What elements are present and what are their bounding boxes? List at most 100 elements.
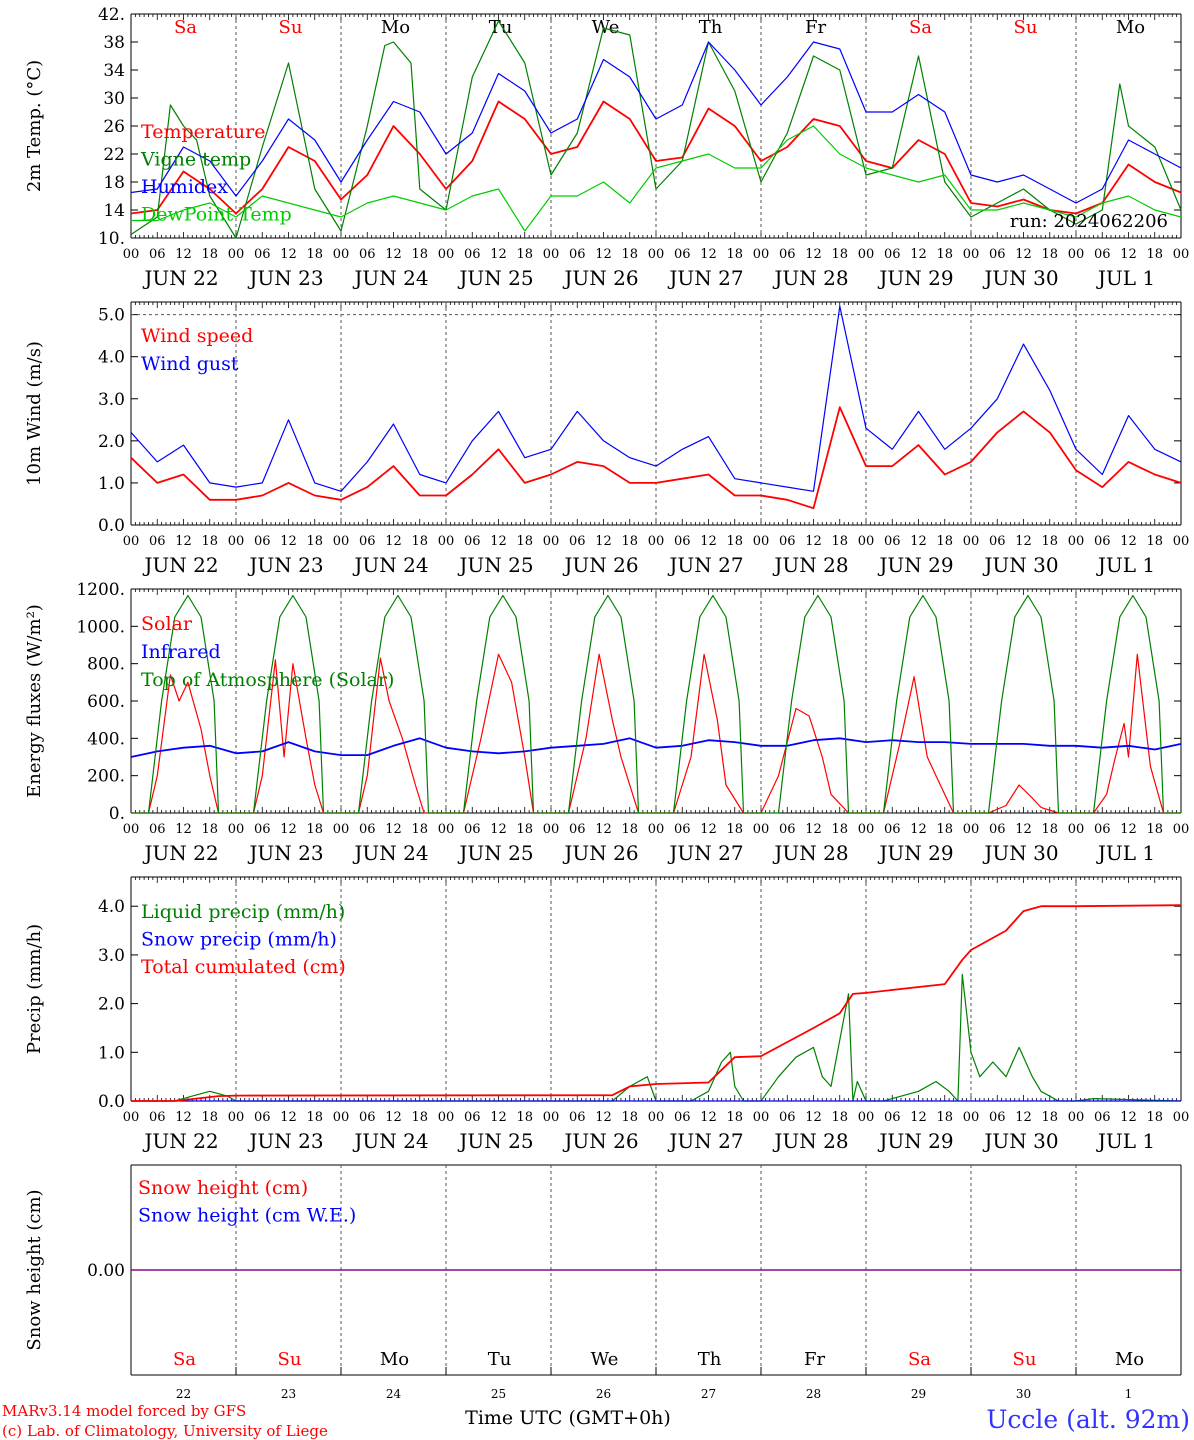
y-tick-label: 0.0 <box>98 516 125 536</box>
y-tick-label: 5.0 <box>98 306 125 326</box>
date-label: JUN 30 <box>982 841 1058 865</box>
hour-label: 12 <box>385 534 402 549</box>
day-name: Su <box>278 1349 302 1370</box>
day-name: Su <box>1014 17 1038 38</box>
hour-label: 18 <box>621 822 638 837</box>
hour-label: 00 <box>1068 247 1085 262</box>
hour-label: 00 <box>858 247 875 262</box>
series-line-temperature <box>130 100 1182 215</box>
hour-label: 00 <box>333 1110 350 1125</box>
panel-3: 0. 200. 400. 600. 800. 1000. 1200. Energy fluxe… <box>24 580 1189 865</box>
date-label: JUL 1 <box>1096 266 1155 290</box>
hour-label: 00 <box>228 247 245 262</box>
hour-label: 00 <box>1173 822 1190 837</box>
hour-label: 18 <box>621 534 638 549</box>
y-axis-label: Precip (mm/h) <box>24 924 45 1054</box>
day-name: Sa <box>909 17 932 38</box>
panel-1: 10. 14 18 22 26 30 34 38 42. 2m Temp. (°C) 00 06 12 1… <box>24 5 1189 290</box>
hour-label: 06 <box>254 822 271 837</box>
series-line-wind-gust <box>130 305 1182 492</box>
date-label: JUN 24 <box>352 1129 428 1153</box>
hour-label: 06 <box>464 822 481 837</box>
hour-label: 18 <box>1041 1110 1058 1125</box>
hour-label: 06 <box>464 1110 481 1125</box>
day-name: Tu <box>488 1349 512 1370</box>
y-tick-label: 14 <box>103 201 125 221</box>
hour-label: 00 <box>123 534 140 549</box>
hour-label: 12 <box>700 247 717 262</box>
time-axis-label: Time UTC (GMT+0h) <box>465 1407 671 1429</box>
legend-entry: DewPoint Temp <box>141 204 292 226</box>
y-tick-label: 800. <box>87 655 125 675</box>
hour-label: 12 <box>490 1110 507 1125</box>
y-tick-label: 3.0 <box>98 946 125 966</box>
date-label: JUN 29 <box>877 553 953 577</box>
hour-label: 18 <box>936 1110 953 1125</box>
hour-label: 18 <box>516 822 533 837</box>
date-label: JUN 28 <box>772 841 848 865</box>
hour-label: 06 <box>149 247 166 262</box>
hour-label: 00 <box>753 1110 770 1125</box>
day-number: 22 <box>176 1387 191 1401</box>
hour-label: 12 <box>385 1110 402 1125</box>
day-number: 23 <box>281 1387 296 1401</box>
series-line-dewpoint-temp <box>131 125 1182 232</box>
hour-label: 00 <box>858 822 875 837</box>
hour-label: 00 <box>123 822 140 837</box>
date-label: JUN 24 <box>352 841 428 865</box>
hour-label: 06 <box>779 247 796 262</box>
y-tick-label: 1000. <box>76 617 125 637</box>
hour-label: 00 <box>228 1110 245 1125</box>
hour-label: 06 <box>884 1110 901 1125</box>
day-name: Mo <box>381 17 410 38</box>
date-label: JUL 1 <box>1096 841 1155 865</box>
hour-label: 00 <box>1068 822 1085 837</box>
hour-label: 18 <box>936 534 953 549</box>
series-line-top-of-atmosphere-solar <box>131 594 1181 814</box>
hour-label: 06 <box>674 534 691 549</box>
day-name: Mo <box>1115 1349 1144 1370</box>
hour-label: 12 <box>1015 822 1032 837</box>
y-tick-label: 38 <box>103 33 125 53</box>
hour-label: 00 <box>333 247 350 262</box>
y-tick-label: 200. <box>87 767 125 787</box>
hour-label: 06 <box>884 534 901 549</box>
y-tick-label: 0.0 <box>98 1092 125 1112</box>
hour-label: 12 <box>490 534 507 549</box>
date-label: JUN 30 <box>982 1129 1058 1153</box>
day-name: Mo <box>1116 17 1145 38</box>
hour-label: 18 <box>1041 247 1058 262</box>
date-label: JUN 30 <box>982 266 1058 290</box>
hour-label: 18 <box>726 822 743 837</box>
hour-label: 06 <box>359 1110 376 1125</box>
hour-label: 12 <box>175 1110 192 1125</box>
hour-label: 12 <box>910 534 927 549</box>
series-line-infrared <box>130 737 1182 758</box>
hour-label: 06 <box>884 247 901 262</box>
hour-label: 18 <box>621 247 638 262</box>
series-line-solar <box>131 653 1181 814</box>
hour-label: 18 <box>726 247 743 262</box>
hour-label: 06 <box>149 534 166 549</box>
date-label: JUN 30 <box>982 553 1058 577</box>
day-number: 24 <box>386 1387 402 1401</box>
series-line-wind-speed <box>130 406 1182 510</box>
panel-2: 0.0 1.0 2.0 3.0 4.0 5.0 10m Wind (m/s) 00 06 12 18… <box>24 301 1189 577</box>
hour-label: 00 <box>648 1110 665 1125</box>
hour-label: 06 <box>359 247 376 262</box>
hour-label: 12 <box>1120 1110 1137 1125</box>
hour-label: 06 <box>359 822 376 837</box>
legend-entry: Humidex <box>141 176 228 198</box>
date-label: JUN 25 <box>457 1129 533 1153</box>
panel-5: 0.00 Snow height (cm) Snow height (cm) Snow… <box>24 1164 1182 1401</box>
legend-entry: Snow precip (mm/h) <box>141 929 337 951</box>
date-label: JUN 29 <box>877 266 953 290</box>
hour-label: 12 <box>280 1110 297 1125</box>
legend-entry: Temperature <box>141 121 265 143</box>
hour-label: 00 <box>438 534 455 549</box>
hour-label: 06 <box>254 247 271 262</box>
hour-label: 18 <box>516 1110 533 1125</box>
y-tick-label: 4.0 <box>98 348 125 368</box>
legend-entry: Infrared <box>141 641 221 663</box>
